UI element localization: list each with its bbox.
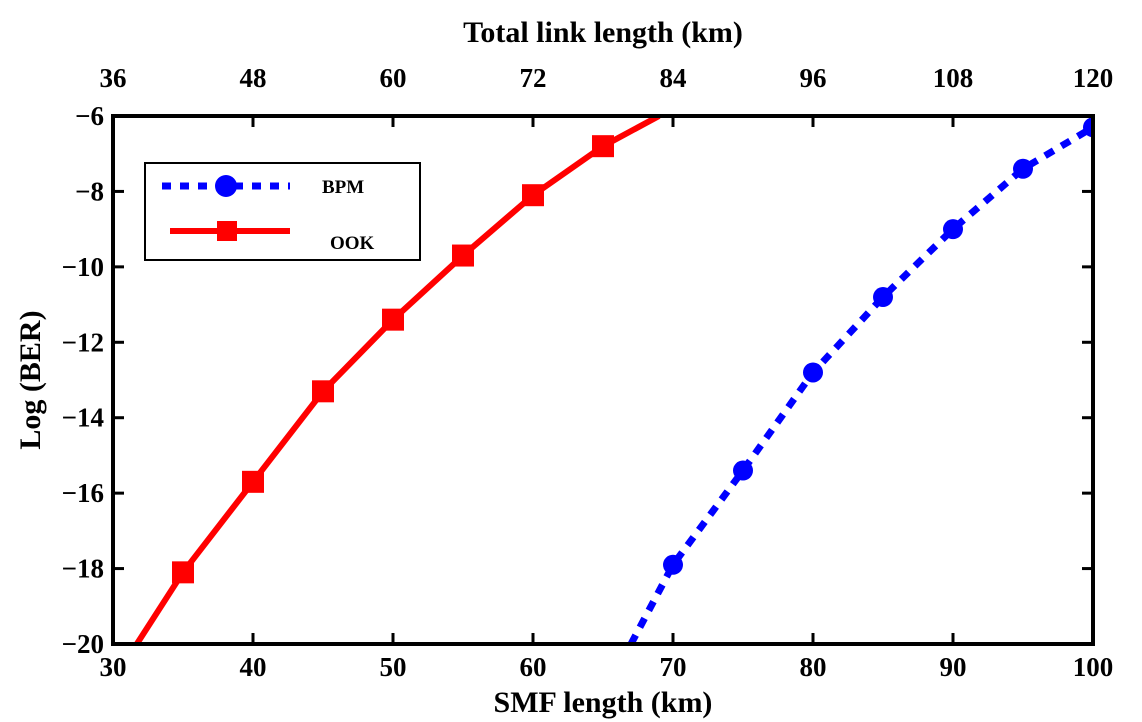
ticks: 30 40 50 60 70 80 90 100 36 48 60 72 84 96 108 120 −20 −1… bbox=[62, 63, 1114, 682]
data-point-bpm bbox=[943, 219, 963, 240]
y-tick-label: −18 bbox=[62, 554, 104, 584]
top-tick-label: 60 bbox=[380, 63, 407, 93]
y-tick-label: −8 bbox=[75, 176, 104, 206]
legend-bpm-label: BPM bbox=[322, 177, 364, 198]
legend-box bbox=[144, 162, 421, 261]
series-layer bbox=[134, 116, 1093, 644]
legend: BPM OOK bbox=[144, 162, 421, 261]
data-point-bpm bbox=[803, 362, 823, 383]
y-tick-label: −10 bbox=[62, 252, 104, 282]
x-tick-label: 60 bbox=[520, 652, 547, 682]
legend-bpm-marker bbox=[215, 175, 237, 197]
x-tick-label: 30 bbox=[100, 652, 127, 682]
y-tick-label: −6 bbox=[75, 101, 104, 131]
x-tick-label: 100 bbox=[1073, 652, 1114, 682]
data-point-bpm bbox=[733, 460, 753, 481]
y-tick-label: −14 bbox=[62, 403, 104, 433]
data-point-ook bbox=[242, 470, 264, 493]
series-line-bpm bbox=[627, 124, 1093, 644]
top-tick-label: 36 bbox=[100, 63, 127, 93]
y-tick-label: −12 bbox=[62, 327, 104, 357]
plot-frame bbox=[111, 114, 1095, 646]
data-point-ook bbox=[452, 244, 474, 267]
y-tick-label: −20 bbox=[62, 629, 104, 659]
top-axis-title: Total link length (km) bbox=[463, 16, 743, 49]
x-axis-title: SMF length (km) bbox=[494, 686, 713, 719]
data-point-ook bbox=[592, 135, 614, 158]
data-point-bpm bbox=[1013, 158, 1033, 179]
top-tick-label: 48 bbox=[240, 63, 267, 93]
data-point-ook bbox=[172, 561, 194, 584]
data-point-ook bbox=[382, 308, 404, 331]
top-tick-label: 84 bbox=[660, 63, 687, 93]
x-tick-label: 50 bbox=[380, 652, 407, 682]
top-tick-label: 120 bbox=[1073, 63, 1114, 93]
x-tick-label: 80 bbox=[800, 652, 827, 682]
y-axis-title: Log (BER) bbox=[14, 310, 47, 449]
data-point-bpm bbox=[873, 287, 893, 308]
data-point-bpm bbox=[1083, 117, 1093, 138]
data-point-ook bbox=[522, 184, 544, 207]
x-tick-label: 70 bbox=[660, 652, 687, 682]
top-tick-label: 72 bbox=[520, 63, 547, 93]
y-tick-label: −16 bbox=[62, 478, 104, 508]
x-tick-label: 90 bbox=[940, 652, 967, 682]
x-tick-label: 40 bbox=[240, 652, 267, 682]
top-tick-label: 108 bbox=[933, 63, 974, 93]
top-tick-label: 96 bbox=[800, 63, 827, 93]
data-point-ook bbox=[312, 380, 334, 403]
data-point-bpm bbox=[663, 554, 683, 575]
legend-ook-marker bbox=[217, 221, 237, 241]
legend-ook-label: OOK bbox=[330, 233, 375, 254]
